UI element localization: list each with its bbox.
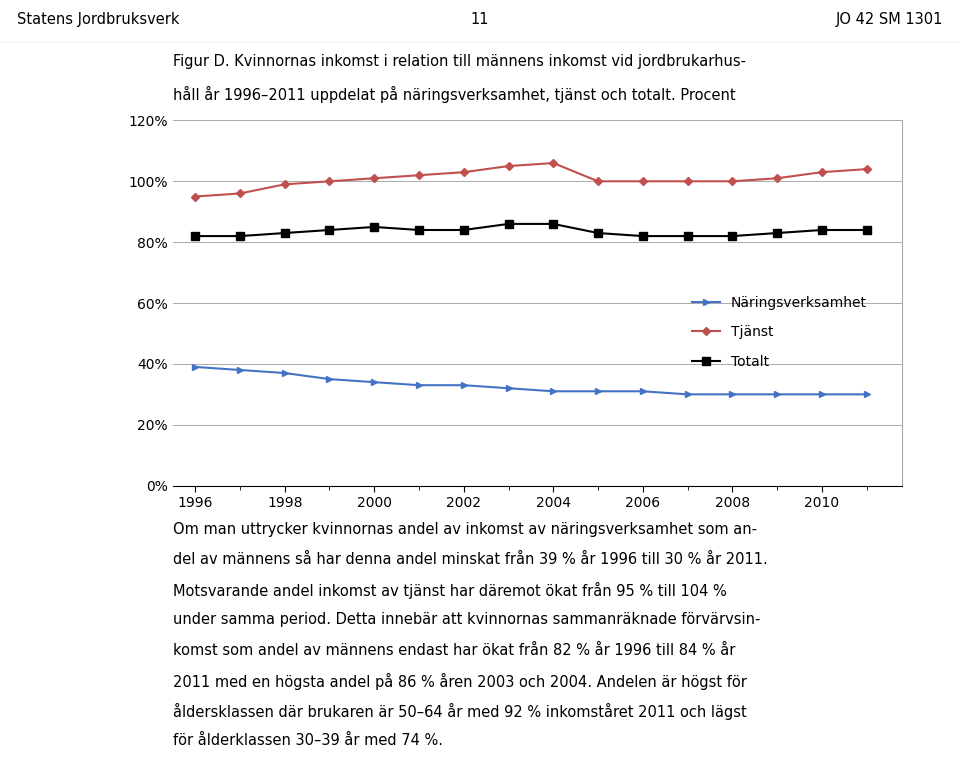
Text: 2011 med en högsta andel på 86 % åren 2003 och 2004. Andelen är högst för: 2011 med en högsta andel på 86 % åren 20… — [173, 673, 747, 690]
Line: Totalt: Totalt — [191, 220, 871, 240]
Näringsverksamhet — [413, 381, 424, 390]
Text: för ålderklassen 30–39 år med 74 %.: för ålderklassen 30–39 år med 74 %. — [173, 733, 443, 748]
Näringsverksamhet — [861, 390, 873, 399]
Näringsverksamhet — [727, 390, 738, 399]
Totalt — [727, 232, 738, 241]
Text: del av männens så har denna andel minskat från 39 % år 1996 till 30 % år 2011.: del av männens så har denna andel minska… — [173, 552, 768, 567]
Näringsverksamhet — [547, 387, 559, 396]
Näringsverksamhet — [189, 362, 201, 371]
Tjänst — [369, 173, 380, 183]
Tjänst — [279, 179, 291, 189]
Totalt — [592, 228, 604, 238]
Tjänst — [816, 168, 828, 177]
Text: Figur D. Kvinnornas inkomst i relation till männens inkomst vid jordbrukarhus-: Figur D. Kvinnornas inkomst i relation t… — [173, 54, 746, 69]
Näringsverksamhet — [682, 390, 693, 399]
Näringsverksamhet — [279, 368, 291, 378]
Tjänst — [503, 162, 515, 171]
Näringsverksamhet — [234, 365, 246, 375]
Text: Om man uttrycker kvinnornas andel av inkomst av näringsverksamhet som an-: Om man uttrycker kvinnornas andel av ink… — [173, 522, 756, 537]
Tjänst — [771, 173, 782, 183]
Totalt — [413, 225, 424, 235]
Tjänst — [458, 168, 469, 177]
Text: komst som andel av männens endast har ökat från 82 % år 1996 till 84 % år: komst som andel av männens endast har ök… — [173, 643, 735, 657]
Totalt — [816, 225, 828, 235]
Text: under samma period. Detta innebär att kvinnornas sammanräknade förvärvsin-: under samma period. Detta innebär att kv… — [173, 612, 760, 627]
Totalt — [234, 232, 246, 241]
Näringsverksamhet — [592, 387, 604, 396]
Totalt — [682, 232, 693, 241]
Näringsverksamhet — [369, 378, 380, 387]
Legend: Näringsverksamhet, Tjänst, Totalt: Näringsverksamhet, Tjänst, Totalt — [684, 289, 874, 375]
Tjänst — [727, 176, 738, 186]
Näringsverksamhet — [324, 375, 335, 384]
Text: 11: 11 — [470, 12, 490, 26]
Tjänst — [324, 176, 335, 186]
Tjänst — [189, 192, 201, 201]
Tjänst — [682, 176, 693, 186]
Näringsverksamhet — [503, 384, 515, 393]
Näringsverksamhet — [637, 387, 649, 396]
Tjänst — [547, 159, 559, 168]
Totalt — [369, 222, 380, 232]
Text: åldersklassen där brukaren är 50–64 år med 92 % inkomståret 2011 och lägst: åldersklassen där brukaren är 50–64 år m… — [173, 703, 747, 720]
Totalt — [637, 232, 649, 241]
Totalt — [503, 219, 515, 228]
Totalt — [547, 219, 559, 228]
Tjänst — [592, 176, 604, 186]
Totalt — [458, 225, 469, 235]
Totalt — [861, 225, 873, 235]
Totalt — [771, 228, 782, 238]
Totalt — [189, 232, 201, 241]
Text: JO 42 SM 1301: JO 42 SM 1301 — [835, 12, 943, 26]
Line: Näringsverksamhet: Näringsverksamhet — [192, 364, 870, 398]
Tjänst — [234, 189, 246, 198]
Tjänst — [413, 171, 424, 180]
Näringsverksamhet — [771, 390, 782, 399]
Text: Statens Jordbruksverk: Statens Jordbruksverk — [17, 12, 180, 26]
Tjänst — [637, 176, 649, 186]
Totalt — [324, 225, 335, 235]
Näringsverksamhet — [816, 390, 828, 399]
Line: Tjänst: Tjänst — [192, 160, 870, 200]
Text: Motsvarande andel inkomst av tjänst har däremot ökat från 95 % till 104 %: Motsvarande andel inkomst av tjänst har … — [173, 582, 727, 599]
Totalt — [279, 228, 291, 238]
Näringsverksamhet — [458, 381, 469, 390]
Tjänst — [861, 165, 873, 174]
Text: håll år 1996–2011 uppdelat på näringsverksamhet, tjänst och totalt. Procent: håll år 1996–2011 uppdelat på näringsver… — [173, 86, 735, 103]
